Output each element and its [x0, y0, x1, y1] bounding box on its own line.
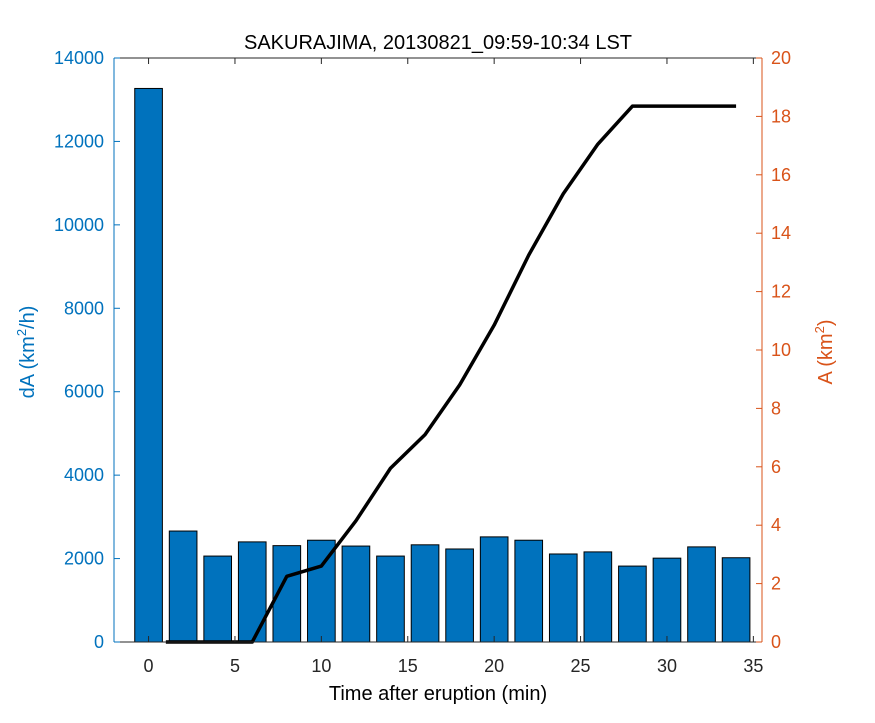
y-axis-right-label-tail: ) [815, 319, 837, 326]
y-axis-left-label-sup: 2 [14, 329, 29, 336]
y-left-tick-label: 12000 [54, 131, 104, 151]
bar [618, 565, 647, 643]
bar [203, 555, 233, 643]
y-right-tick-label: 10 [771, 340, 791, 360]
x-tick-label: 25 [571, 656, 591, 676]
y-axis-right: 0 2 4 6 8 10 12 14 16 18 20 [756, 48, 791, 652]
bar-series [134, 87, 751, 643]
x-axis-label: Time after eruption (min) [329, 683, 547, 705]
bar [376, 555, 405, 643]
bar [583, 551, 613, 643]
y-left-tick-label: 0 [94, 632, 104, 652]
y-left-tick-label: 14000 [54, 48, 104, 68]
x-tick-label: 35 [743, 656, 763, 676]
y-axis-right-label-sup: 2 [812, 326, 827, 333]
y-axis-left-label: dA (km2/h) [14, 306, 39, 399]
y-right-tick-label: 0 [771, 632, 781, 652]
y-right-tick-label: 8 [771, 398, 781, 418]
bar [652, 557, 682, 643]
bar [134, 87, 163, 643]
chart-title: SAKURAJIMA, 20130821_09:59-10:34 LST [244, 32, 632, 54]
bar [410, 544, 440, 643]
y-left-tick-label: 4000 [64, 465, 104, 485]
bar [479, 536, 509, 643]
y-right-tick-label: 20 [771, 48, 791, 68]
y-axis-left-label-tail: /h) [17, 306, 39, 329]
y-left-tick-label: 2000 [64, 549, 104, 569]
x-tick-label: 15 [398, 656, 418, 676]
bar [168, 530, 198, 643]
x-axis: 0 5 10 15 20 25 30 35 [114, 58, 763, 676]
y-left-tick-label: 6000 [64, 382, 104, 402]
bar [514, 539, 544, 643]
y-axis-right-label-base: A (km [815, 333, 837, 384]
y-axis-left: 0 2000 4000 6000 8000 10000 12000 14000 [54, 48, 120, 652]
y-right-tick-label: 14 [771, 223, 791, 243]
y-right-tick-label: 4 [771, 515, 781, 535]
y-axis-left-label-base: dA (km [17, 336, 39, 398]
x-tick-label: 10 [311, 656, 331, 676]
y-right-tick-label: 12 [771, 282, 791, 302]
bar [548, 553, 578, 643]
y-left-tick-label: 8000 [64, 298, 104, 318]
bar [445, 548, 474, 643]
bar [721, 557, 751, 643]
plot-area [114, 57, 762, 644]
x-tick-label: 5 [230, 656, 240, 676]
y-right-tick-label: 18 [771, 106, 791, 126]
y-axis-right-label: A (km2) [812, 319, 837, 384]
y-right-tick-label: 16 [771, 165, 791, 185]
x-tick-label: 30 [657, 656, 677, 676]
y-right-tick-label: 6 [771, 457, 781, 477]
x-tick-label: 0 [144, 656, 154, 676]
x-tick-label: 20 [484, 656, 504, 676]
y-right-tick-label: 2 [771, 574, 781, 594]
bar [687, 546, 716, 643]
bar [341, 545, 371, 643]
y-left-tick-label: 10000 [54, 215, 104, 235]
